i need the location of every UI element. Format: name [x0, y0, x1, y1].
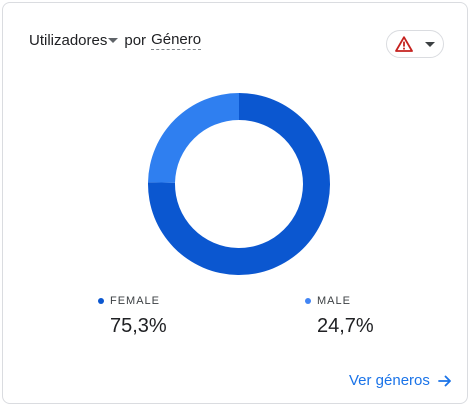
legend-female-value: 75,3%	[110, 315, 167, 337]
legend-female: FEMALE 75,3%	[98, 295, 167, 338]
caret-down-icon	[108, 38, 119, 43]
view-genders-link[interactable]: Ver géneros	[349, 372, 452, 389]
legend-male-label: MALE	[317, 295, 351, 307]
gender-card: Utilizadores por Género FEMALE 75,3% MAL…	[2, 2, 468, 404]
female-dot-icon	[98, 298, 104, 304]
donut-slice-female[interactable]	[148, 93, 330, 275]
arrow-right-icon	[437, 375, 451, 386]
male-dot-icon	[305, 298, 311, 304]
metric-selector[interactable]: Utilizadores	[29, 32, 124, 49]
dimension-selector[interactable]: Género	[151, 31, 202, 50]
donut-slice-male[interactable]	[148, 93, 239, 183]
gender-donut-chart	[148, 93, 330, 275]
card-header: Utilizadores por Género	[29, 31, 202, 50]
legend-male-value: 24,7%	[317, 315, 374, 337]
by-label: por	[124, 32, 147, 49]
legend-male: MALE 24,7%	[305, 295, 374, 338]
alert-menu-button[interactable]	[386, 30, 444, 58]
view-genders-label: Ver géneros	[349, 372, 430, 389]
legend-female-label: FEMALE	[110, 295, 161, 307]
warning-icon	[395, 36, 413, 52]
metric-label: Utilizadores	[29, 32, 108, 49]
caret-down-icon	[425, 41, 435, 47]
